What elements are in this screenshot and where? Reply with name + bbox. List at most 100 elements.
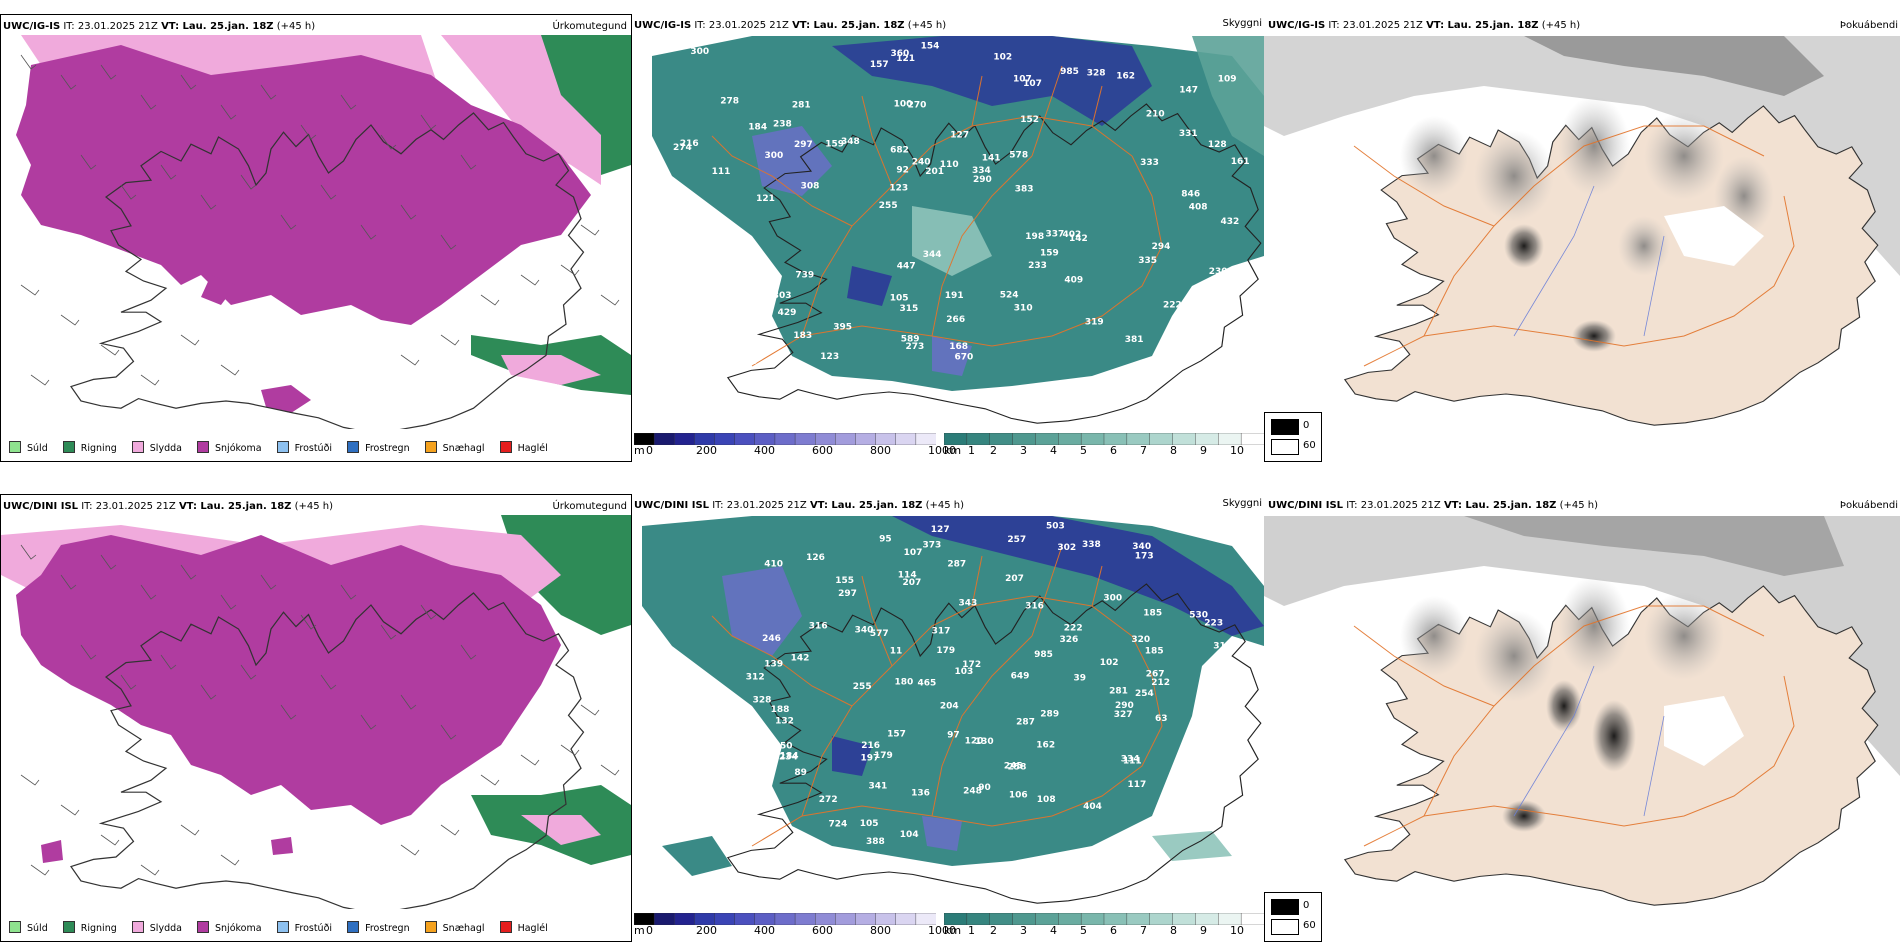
ceiling-label: 303 bbox=[773, 291, 792, 301]
ceiling-label: 258 bbox=[1008, 762, 1027, 772]
ceiling-label: 110 bbox=[940, 160, 959, 170]
ceiling-label: 335 bbox=[1138, 256, 1157, 266]
precip-legend: Súld Rigning Slydda Snjókoma Frostúði Fr… bbox=[9, 441, 560, 454]
ceiling-label: 248 bbox=[963, 787, 982, 797]
ceiling-label: 724 bbox=[829, 820, 848, 830]
cloud-map: 132 111 147 255 152 137 100 127 97 348 604 429 270 14… bbox=[632, 36, 1264, 428]
ceiling-label: 234 bbox=[779, 752, 798, 762]
ceiling-label: 162 bbox=[1116, 72, 1135, 82]
precip-panel-row1: UWC/IG-IS IT: 23.01.2025 21Z VT: Lau. 25… bbox=[0, 14, 632, 462]
precip-map bbox=[1, 515, 631, 909]
ceiling-colorbar bbox=[633, 430, 937, 446]
ceiling-label: 106 bbox=[740, 825, 759, 835]
ceiling-label: 315 bbox=[900, 304, 919, 314]
ceiling-label: 670 bbox=[955, 353, 974, 363]
ceiling-label: 432 bbox=[1221, 217, 1240, 227]
ceiling-label: 429 bbox=[778, 308, 797, 318]
ceiling-label: 188 bbox=[771, 705, 790, 715]
ceiling-label: 102 bbox=[993, 53, 1012, 63]
ceiling-label: 287 bbox=[1016, 717, 1035, 727]
legend-item-freezing-rain: Frostregn bbox=[347, 921, 410, 934]
fog-legend-white-swatch bbox=[1271, 919, 1299, 935]
ceiling-label: 150 bbox=[774, 741, 793, 751]
ceiling-label: 222 bbox=[1064, 623, 1083, 633]
visibility-unit: km bbox=[944, 924, 962, 937]
model-name: UWC/IG-IS bbox=[634, 20, 692, 31]
ceiling-label: 300 bbox=[690, 47, 709, 57]
fog-legend: 0 60 bbox=[1264, 892, 1322, 942]
init-time: IT: 23.01.2025 21Z bbox=[81, 501, 176, 512]
ceiling-label: 408 bbox=[1189, 203, 1208, 213]
legend-swatch bbox=[276, 441, 289, 453]
fog-panel-row2: UWC/DINI ISL IT: 23.01.2025 21Z VT: Lau.… bbox=[1264, 494, 1900, 942]
ceiling-label: 404 bbox=[1083, 802, 1102, 812]
fog-legend-black-swatch bbox=[1271, 419, 1299, 435]
panel-type: Skyggni bbox=[1222, 18, 1262, 29]
fog-map bbox=[1264, 36, 1900, 428]
ceiling-label: 215 bbox=[677, 670, 696, 680]
ceiling-label: 233 bbox=[1028, 261, 1047, 271]
legend-swatch bbox=[347, 441, 360, 453]
ceiling-label: 197 bbox=[861, 754, 880, 764]
ceiling-label: 343 bbox=[959, 599, 978, 609]
ceiling-label: 270 bbox=[908, 101, 927, 111]
lead-time: (+45 h) bbox=[1541, 20, 1581, 31]
colorbar-tick-label: 4 bbox=[1050, 924, 1057, 937]
ceiling-label: 108 bbox=[1037, 795, 1056, 805]
ceiling-label: 159 bbox=[1040, 248, 1059, 258]
visibility-colorbar-swatches bbox=[943, 432, 1265, 446]
ceiling-label: 97 bbox=[730, 272, 743, 282]
init-time: IT: 23.01.2025 21Z bbox=[63, 21, 158, 32]
ceiling-label: 290 bbox=[1115, 701, 1134, 711]
colorbar-tick-label: 10 bbox=[1230, 444, 1244, 457]
ceiling-label: 465 bbox=[918, 679, 937, 689]
fog-panel-row1: UWC/IG-IS IT: 23.01.2025 21Z VT: Lau. 25… bbox=[1264, 14, 1900, 462]
init-time: IT: 23.01.2025 21Z bbox=[1328, 20, 1423, 31]
colorbar-tick-label: 400 bbox=[754, 924, 775, 937]
model-name: UWC/IG-IS bbox=[3, 21, 61, 32]
ceiling-label: 316 bbox=[1025, 601, 1044, 611]
ceiling-label: 300 bbox=[765, 151, 784, 161]
colorbar-tick-label: 4 bbox=[1050, 444, 1057, 457]
ceiling-label: 272 bbox=[819, 795, 838, 805]
ceiling-label: 245 bbox=[1004, 762, 1023, 772]
ceiling-label: 316 bbox=[809, 621, 828, 631]
ceiling-label: 132 bbox=[775, 717, 794, 727]
panel-title: UWC/DINI ISL IT: 23.01.2025 21Z VT: Lau.… bbox=[3, 501, 333, 512]
panel-type: Úrkomutegund bbox=[552, 501, 627, 512]
ceiling-label: 210 bbox=[1146, 110, 1165, 120]
colorbar-tick-label: 9 bbox=[1200, 444, 1207, 457]
ceiling-label: 121 bbox=[896, 54, 915, 64]
ceiling-label: 155 bbox=[835, 576, 854, 586]
ceiling-label: 130 bbox=[975, 737, 994, 747]
colorbar-tick-label: 1000 bbox=[928, 924, 956, 937]
ceiling-label: 127 bbox=[950, 131, 969, 141]
ceiling-label: 273 bbox=[906, 342, 925, 352]
legend-item-rain: Rigning bbox=[62, 921, 117, 934]
legend-item-sleet: Slydda bbox=[131, 921, 182, 934]
valid-time: VT: Lau. 25.jan. 18Z bbox=[1426, 20, 1539, 31]
ceiling-label: 312 bbox=[746, 672, 765, 682]
visibility-colorbar bbox=[943, 910, 1265, 926]
ceiling-label: 437 bbox=[711, 313, 730, 323]
ceiling-label: 524 bbox=[1000, 290, 1019, 300]
panel-type: Þokuábendi bbox=[1839, 20, 1898, 31]
ceiling-label: 111 bbox=[712, 167, 731, 177]
fog-map bbox=[1264, 516, 1900, 908]
ceiling-label: 179 bbox=[874, 751, 893, 761]
ceiling-colorbar bbox=[633, 910, 937, 926]
ceiling-label: 126 bbox=[806, 553, 825, 563]
ceiling-label: 255 bbox=[853, 682, 872, 692]
ceiling-label: 222 bbox=[1163, 300, 1182, 310]
ceiling-label: 278 bbox=[720, 97, 739, 107]
ceiling-label: 141 bbox=[982, 154, 1001, 164]
ceiling-label: 168 bbox=[949, 342, 968, 352]
fog-legend-black-swatch bbox=[1271, 899, 1299, 915]
valid-time: VT: Lau. 25.jan. 18Z bbox=[1443, 500, 1557, 511]
ceiling-label: 604 bbox=[689, 321, 708, 331]
ceiling-label: 105 bbox=[860, 819, 879, 829]
ceiling-label: 337 bbox=[1046, 230, 1065, 240]
ceiling-label: 109 bbox=[1218, 74, 1237, 84]
colorbar-tick-label: 8 bbox=[1170, 924, 1177, 937]
ceiling-label: 97 bbox=[947, 730, 960, 740]
